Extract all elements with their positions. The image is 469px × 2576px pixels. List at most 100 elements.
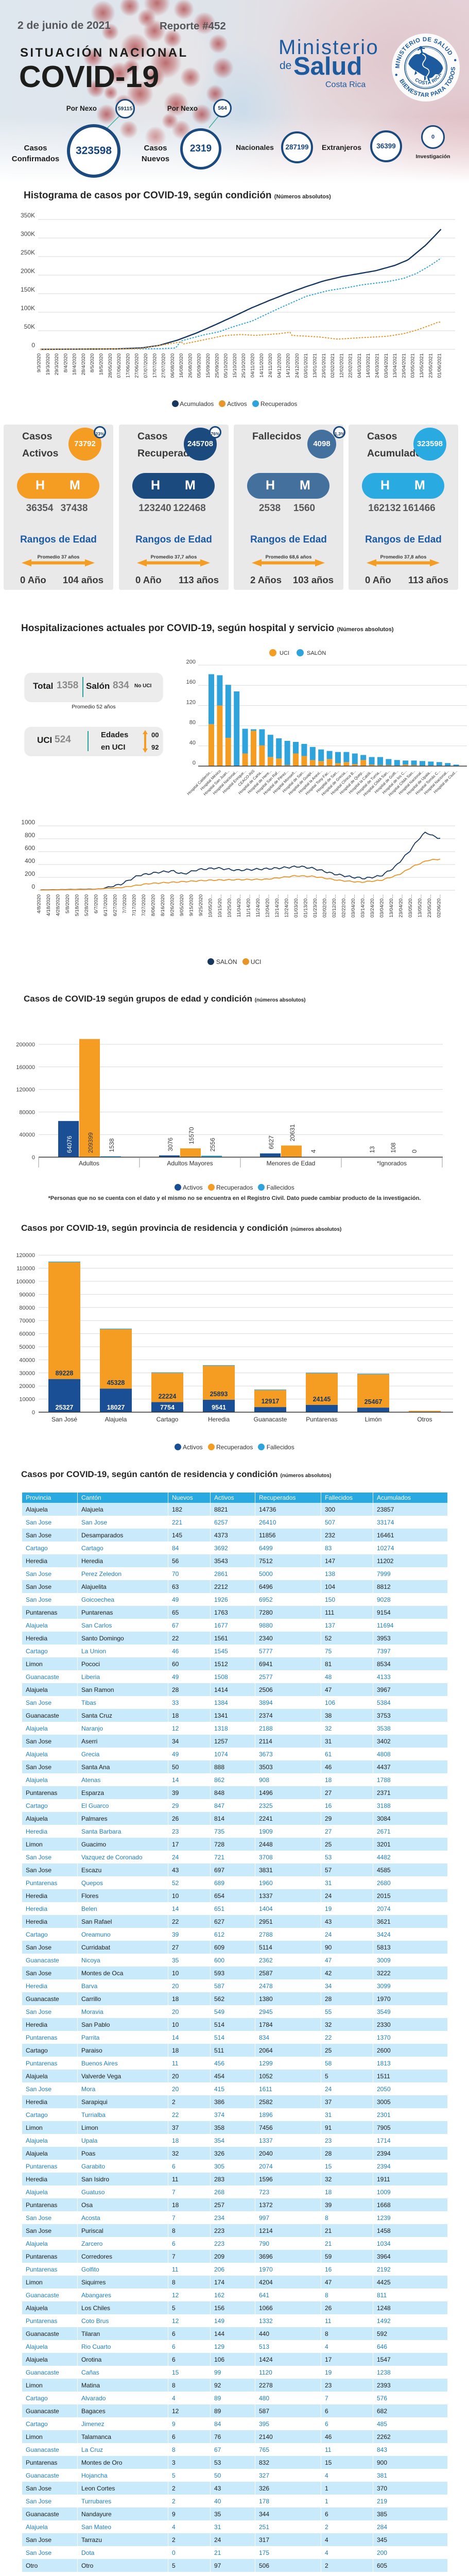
svg-text:24145: 24145 xyxy=(313,1396,331,1403)
svg-text:03/14/20...: 03/14/20... xyxy=(360,894,366,918)
svg-text:02/22/20...: 02/22/20... xyxy=(341,894,347,918)
svg-text:13/05/20...: 13/05/20... xyxy=(418,894,423,918)
svg-text:02/06/20...: 02/06/20... xyxy=(437,894,442,918)
svg-text:04/03/2021: 04/03/2021 xyxy=(357,353,362,378)
svg-text:9/25/2020: 9/25/2020 xyxy=(198,894,204,916)
svg-text:27/07/2020: 27/07/2020 xyxy=(161,353,167,378)
svg-text:90000: 90000 xyxy=(19,1292,35,1298)
svg-text:02/12/20...: 02/12/20... xyxy=(332,894,337,918)
svg-text:1538: 1538 xyxy=(108,1138,115,1152)
svg-text:64076: 64076 xyxy=(66,1136,73,1153)
svg-text:13/04/2021: 13/04/2021 xyxy=(392,353,398,378)
svg-text:40000: 40000 xyxy=(19,1132,35,1138)
svg-text:Adultos Mayores: Adultos Mayores xyxy=(167,1160,213,1167)
svg-text:10/25/20...: 10/25/20... xyxy=(227,894,233,918)
svg-text:9/3/2020: 9/3/2020 xyxy=(37,353,42,372)
svg-text:03/04/20...: 03/04/20... xyxy=(379,894,385,918)
svg-text:150K: 150K xyxy=(21,286,35,293)
svg-text:UCI: UCI xyxy=(280,650,289,656)
svg-text:6/27/2020: 6/27/2020 xyxy=(113,894,118,916)
svg-text:10000: 10000 xyxy=(19,1397,35,1403)
svg-text:108: 108 xyxy=(390,1143,397,1153)
svg-text:25327: 25327 xyxy=(56,1404,74,1411)
svg-text:8/26/2020: 8/26/2020 xyxy=(170,894,176,916)
svg-text:9541: 9541 xyxy=(212,1404,226,1411)
svg-text:San José: San José xyxy=(51,1416,77,1423)
svg-text:17/06/2020: 17/06/2020 xyxy=(125,353,131,378)
svg-text:12/04/20...: 12/04/20... xyxy=(265,894,271,918)
svg-text:4/18/2020: 4/18/2020 xyxy=(46,894,51,916)
svg-text:120: 120 xyxy=(186,699,196,705)
svg-text:13/01/2021: 13/01/2021 xyxy=(312,353,318,378)
svg-text:7/17/2020: 7/17/2020 xyxy=(132,894,137,916)
svg-text:23/05/20...: 23/05/20... xyxy=(427,894,432,918)
svg-text:0: 0 xyxy=(193,760,196,766)
svg-text:Puntarenas: Puntarenas xyxy=(306,1416,337,1423)
svg-text:20631: 20631 xyxy=(289,1124,296,1142)
svg-text:11/04/20...: 11/04/20... xyxy=(236,894,242,917)
svg-text:Cartago: Cartago xyxy=(157,1416,179,1423)
svg-text:3076: 3076 xyxy=(167,1138,174,1151)
svg-text:28/05/2020: 28/05/2020 xyxy=(108,353,113,378)
svg-text:27/06/2020: 27/06/2020 xyxy=(134,353,140,378)
svg-text:23/05/2021: 23/05/2021 xyxy=(428,353,433,378)
svg-text:24/11/2020: 24/11/2020 xyxy=(268,353,273,378)
svg-text:Menores de Edad: Menores de Edad xyxy=(267,1160,316,1167)
svg-text:60000: 60000 xyxy=(19,1331,35,1337)
svg-text:Heredia: Heredia xyxy=(208,1416,230,1423)
svg-text:25893: 25893 xyxy=(210,1391,228,1398)
svg-text:Alajuela: Alajuela xyxy=(105,1416,127,1423)
svg-text:14/11/2020: 14/11/2020 xyxy=(259,353,265,378)
svg-text:16/08/2020: 16/08/2020 xyxy=(179,353,184,378)
svg-text:01/03/20...: 01/03/20... xyxy=(293,894,299,918)
svg-text:15/10/2020: 15/10/2020 xyxy=(232,353,238,378)
svg-text:350K: 350K xyxy=(21,212,35,219)
svg-text:25/10/2020: 25/10/2020 xyxy=(241,353,247,378)
svg-text:05/09/2020: 05/09/2020 xyxy=(197,353,202,378)
svg-text:25/09/2020: 25/09/2020 xyxy=(214,353,220,378)
svg-text:12/02/2021: 12/02/2021 xyxy=(339,353,344,378)
svg-text:100000: 100000 xyxy=(16,1279,35,1285)
svg-text:400: 400 xyxy=(25,857,35,865)
svg-text:120000: 120000 xyxy=(16,1252,35,1259)
svg-text:80000: 80000 xyxy=(19,1109,35,1115)
svg-text:4: 4 xyxy=(310,1149,317,1153)
svg-text:28/4/2020: 28/4/2020 xyxy=(81,353,86,375)
svg-text:SALÓN: SALÓN xyxy=(307,650,326,656)
svg-text:0: 0 xyxy=(31,342,35,349)
svg-text:800: 800 xyxy=(25,832,35,839)
svg-text:7/27/2020: 7/27/2020 xyxy=(141,894,147,916)
svg-text:01/23/20...: 01/23/20... xyxy=(312,894,318,918)
svg-text:10/15/20...: 10/15/20... xyxy=(217,894,223,918)
svg-text:22224: 22224 xyxy=(159,1393,177,1400)
svg-text:8/16/2020: 8/16/2020 xyxy=(160,894,166,916)
svg-text:15/09/2020: 15/09/2020 xyxy=(205,353,211,378)
svg-text:4/28/2020: 4/28/2020 xyxy=(56,894,61,916)
svg-text:26/08/2020: 26/08/2020 xyxy=(187,353,193,378)
svg-text:5/18/2020: 5/18/2020 xyxy=(75,894,80,916)
svg-text:70000: 70000 xyxy=(19,1318,35,1324)
svg-text:110000: 110000 xyxy=(16,1266,35,1272)
svg-text:40000: 40000 xyxy=(19,1357,35,1363)
svg-text:03/24/20...: 03/24/20... xyxy=(370,894,375,918)
svg-text:03/05/20...: 03/05/20... xyxy=(408,894,413,918)
svg-text:0: 0 xyxy=(32,1155,35,1161)
svg-text:200: 200 xyxy=(186,659,196,665)
svg-text:Guanacaste: Guanacaste xyxy=(254,1416,287,1423)
svg-text:5/8/2020: 5/8/2020 xyxy=(65,894,71,913)
svg-text:80000: 80000 xyxy=(19,1305,35,1311)
svg-text:8/06/2020: 8/06/2020 xyxy=(151,894,157,916)
svg-text:14/03/2021: 14/03/2021 xyxy=(366,353,371,378)
svg-text:600: 600 xyxy=(25,844,35,852)
svg-text:4/8/2020: 4/8/2020 xyxy=(37,894,42,913)
svg-text:01/06/2021: 01/06/2021 xyxy=(437,353,443,378)
svg-text:1000: 1000 xyxy=(21,819,35,826)
svg-text:6/17/2020: 6/17/2020 xyxy=(103,894,109,916)
svg-text:01/13/20...: 01/13/20... xyxy=(303,894,309,918)
svg-text:12917: 12917 xyxy=(262,1398,280,1405)
svg-text:250K: 250K xyxy=(21,249,35,256)
svg-text:50000: 50000 xyxy=(19,1344,35,1350)
svg-text:02/02/2021: 02/02/2021 xyxy=(330,353,336,378)
svg-text:03/05/2021: 03/05/2021 xyxy=(410,353,416,378)
svg-text:11/24/20...: 11/24/20... xyxy=(255,894,261,917)
